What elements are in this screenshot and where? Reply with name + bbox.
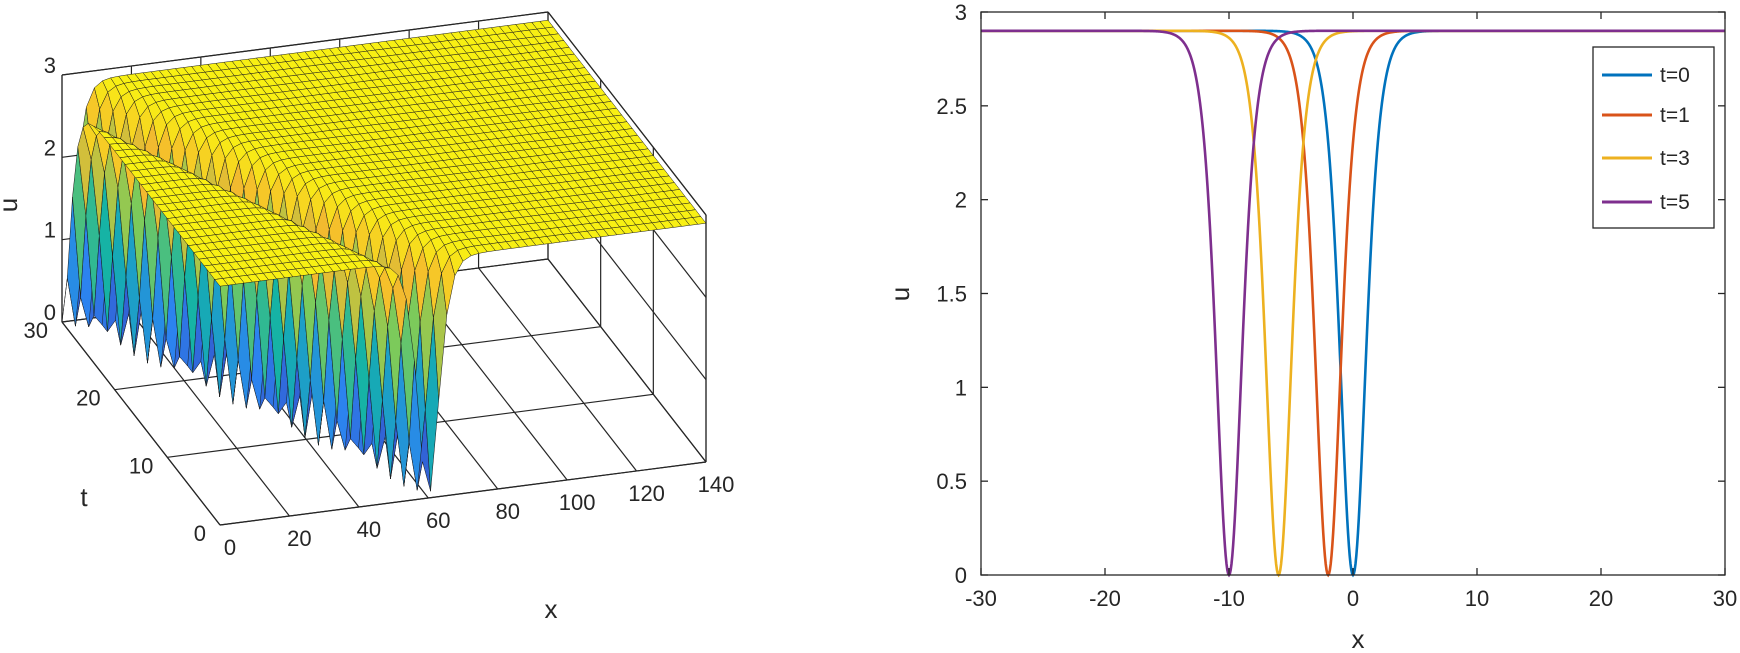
- surface-t-axis-label: t: [80, 482, 88, 512]
- legend-label-t1: t=1: [1660, 104, 1690, 127]
- axis-edge: [547, 11, 707, 216]
- y-tick-label: 0: [955, 563, 967, 588]
- surface-x-tick-label: 40: [357, 517, 381, 542]
- legend-label-t3: t=3: [1660, 147, 1690, 170]
- surface-u-tick-label: 2: [44, 135, 56, 160]
- legend-label-t0: t=0: [1660, 64, 1690, 87]
- surface-t-tick-label: 10: [129, 453, 153, 478]
- surface-x-tick-label: 100: [559, 490, 596, 515]
- y-tick-label: 1: [955, 375, 967, 400]
- surface-u-tick-label: 3: [44, 53, 56, 78]
- surface-x-tick-label: 140: [698, 472, 735, 497]
- surface-u-tick-label: 0: [44, 300, 56, 325]
- legend-box: [1592, 46, 1715, 229]
- series-line-t5: [981, 29, 1725, 578]
- x-tick-label: -10: [1213, 586, 1245, 611]
- legend-entry: t=3: [1602, 147, 1690, 170]
- y-tick-label: 1.5: [936, 282, 967, 307]
- line-x-axis-label: x: [1352, 624, 1365, 653]
- y-tick-label: 0.5: [936, 469, 967, 494]
- surface-x-tick-label: 0: [224, 535, 236, 560]
- x-tick-label: 0: [1347, 586, 1359, 611]
- x-tick-label: 30: [1713, 586, 1737, 611]
- y-tick-label: 2.5: [936, 94, 967, 119]
- surface-t-tick-label: 0: [194, 521, 206, 546]
- y-tick-label: 2: [955, 188, 967, 213]
- line-plot: -30 -20 -10 0 10 20 30 0 0.5 1 1.5 2 2.5 3 x u t=0 t=…: [885, 0, 1737, 653]
- x-tick-label: -20: [1089, 586, 1121, 611]
- legend-entry: t=1: [1602, 104, 1690, 127]
- axis-edge: [61, 321, 221, 526]
- line-plot-ticks: -30 -20 -10 0 10 20 30 0 0.5 1 1.5 2 2.5 3: [936, 0, 1737, 611]
- line-y-axis-label: u: [885, 287, 915, 301]
- axis-edge: [61, 11, 549, 76]
- surface-x-tick-label: 60: [426, 508, 450, 533]
- surface-x-tick-label: 20: [287, 526, 311, 551]
- x-tick-label: -30: [965, 586, 997, 611]
- surface-patch: [425, 318, 439, 492]
- legend-label-t5: t=5: [1660, 191, 1690, 214]
- surface-x-tick-label: 120: [628, 481, 665, 506]
- line-series-group: [981, 29, 1725, 578]
- legend-entry: t=5: [1602, 191, 1690, 214]
- grid-line: [478, 267, 638, 472]
- axis-edge: [219, 461, 707, 526]
- surface-mesh: [61, 19, 707, 492]
- y-tick-label: 3: [955, 0, 967, 25]
- surface-x-axis-label: x: [545, 594, 558, 624]
- surface-x-tick-label: 80: [495, 499, 519, 524]
- x-tick-label: 20: [1589, 586, 1613, 611]
- surface-t-tick-label: 30: [24, 318, 48, 343]
- surface-axis-box: [61, 11, 707, 526]
- x-tick-label: 10: [1465, 586, 1489, 611]
- grid-line: [547, 258, 707, 463]
- surface-u-axis-label: u: [0, 198, 23, 212]
- legend: t=0 t=1 t=3 t=5: [1592, 46, 1715, 229]
- surface-u-tick-label: 1: [44, 218, 56, 243]
- surface-t-tick-label: 20: [76, 386, 100, 411]
- surface-patch: [692, 216, 707, 225]
- legend-entry: t=0: [1602, 64, 1690, 87]
